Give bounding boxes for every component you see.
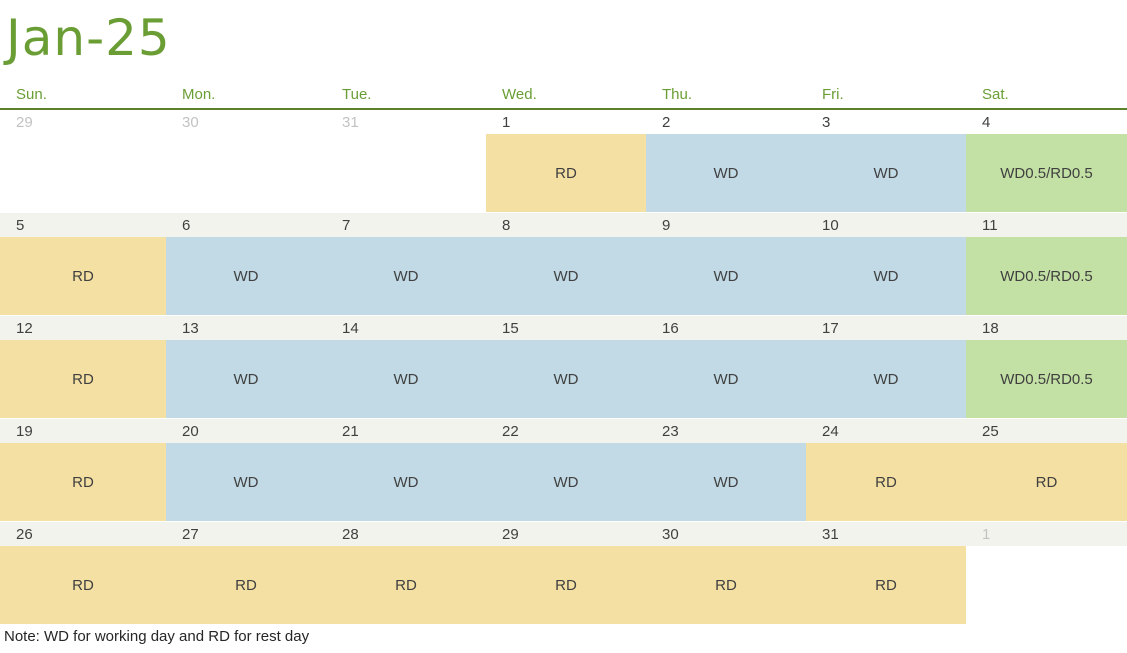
day-status-cell[interactable]: WD [486,237,646,315]
day-status-cell[interactable]: RD [0,546,166,624]
calendar-week: 29 30 31 1 RD 2 WD 3 WD 4 WD0.5/RD0.5 [0,110,1127,213]
day-number: 10 [822,217,839,234]
day-status-cell[interactable]: WD [486,340,646,418]
day-number: 9 [662,217,671,234]
calendar-week: 26 RD 27 RD 28 RD 29 RD 30 RD 31 RD 1 [0,522,1127,625]
day-number: 29 [16,114,33,131]
weekday-header: Sun. Mon. Tue. Wed. Thu. Fri. Sat. [0,84,1127,110]
day-status-cell[interactable]: RD [966,443,1127,521]
day-number: 31 [342,114,359,131]
day-status-cell[interactable]: WD [806,237,966,315]
legend-note: Note: WD for working day and RD for rest… [4,628,310,645]
day-number: 24 [822,423,839,440]
day-number: 23 [662,423,679,440]
month-title: Jan-25 [6,9,171,67]
day-status-cell[interactable]: RD [166,546,326,624]
day-number: 11 [982,217,998,234]
day-number: 20 [182,423,199,440]
day-status-cell[interactable]: RD [326,546,486,624]
day-number: 30 [182,114,199,131]
day-status-cell[interactable]: RD [806,443,966,521]
day-status-cell[interactable]: WD [806,134,966,212]
day-status-cell[interactable]: WD [646,134,806,212]
day-status-cell[interactable]: WD [646,237,806,315]
day-number: 27 [182,526,199,543]
day-status-cell[interactable]: RD [0,443,166,521]
day-status-cell[interactable]: RD [806,546,966,624]
day-status-cell[interactable]: WD [646,340,806,418]
weekday-wed: Wed. [502,86,537,103]
week-date-strip [0,316,1127,340]
day-status-cell[interactable]: WD [326,237,486,315]
day-status-cell[interactable]: RD [0,237,166,315]
day-status-cell[interactable]: WD [486,443,646,521]
weekday-thu: Thu. [662,86,693,103]
day-number: 4 [982,114,991,131]
weekday-tue: Tue. [342,86,372,103]
day-number: 12 [16,320,33,337]
day-status-cell[interactable]: RD [486,134,646,212]
day-number: 17 [822,320,839,337]
day-status-cell[interactable]: RD [486,546,646,624]
day-number: 14 [342,320,359,337]
day-number: 26 [16,526,33,543]
day-number: 1 [502,114,511,131]
day-number: 1 [982,526,991,543]
day-status-cell[interactable]: WD [326,443,486,521]
calendar-week: 5 RD 6 WD 7 WD 8 WD 9 WD 10 WD 11 WD0.5/RD0.5 [0,213,1127,316]
day-number: 21 [342,423,359,440]
day-status-cell[interactable]: WD [646,443,806,521]
day-status-cell[interactable]: RD [0,340,166,418]
day-status-cell[interactable]: WD [166,237,326,315]
day-status-cell[interactable]: WD [326,340,486,418]
weekday-fri: Fri. [822,86,844,103]
day-status-cell[interactable]: WD [806,340,966,418]
day-number: 28 [342,526,359,543]
day-number: 6 [182,217,191,234]
day-number: 5 [16,217,25,234]
week-date-strip [0,419,1127,443]
day-status-cell[interactable]: WD0.5/RD0.5 [966,134,1127,212]
day-number: 29 [502,526,519,543]
weekday-mon: Mon. [182,86,216,103]
weekday-sat: Sat. [982,86,1009,103]
day-number: 2 [662,114,671,131]
day-number: 15 [502,320,519,337]
day-status-cell[interactable]: WD0.5/RD0.5 [966,340,1127,418]
day-number: 19 [16,423,33,440]
calendar-week: 12 RD 13 WD 14 WD 15 WD 16 WD 17 WD 18 WD0.5/RD0.5 [0,316,1127,419]
day-number: 3 [822,114,831,131]
day-number: 31 [822,526,839,543]
day-number: 22 [502,423,519,440]
day-number: 16 [662,320,679,337]
calendar-week: 19 RD 20 WD 21 WD 22 WD 23 WD 24 RD 25 RD [0,419,1127,522]
day-number: 7 [342,217,351,234]
week-date-strip [0,522,1127,546]
day-status-cell[interactable]: RD [646,546,806,624]
day-number: 13 [182,320,199,337]
day-number: 30 [662,526,679,543]
day-number: 8 [502,217,511,234]
weekday-sun: Sun. [16,86,47,103]
day-status-cell[interactable]: WD0.5/RD0.5 [966,237,1127,315]
day-status-cell[interactable]: WD [166,340,326,418]
day-number: 25 [982,423,999,440]
day-number: 18 [982,320,999,337]
week-date-strip [0,213,1127,237]
day-status-cell[interactable]: WD [166,443,326,521]
week-date-strip [0,110,1127,134]
